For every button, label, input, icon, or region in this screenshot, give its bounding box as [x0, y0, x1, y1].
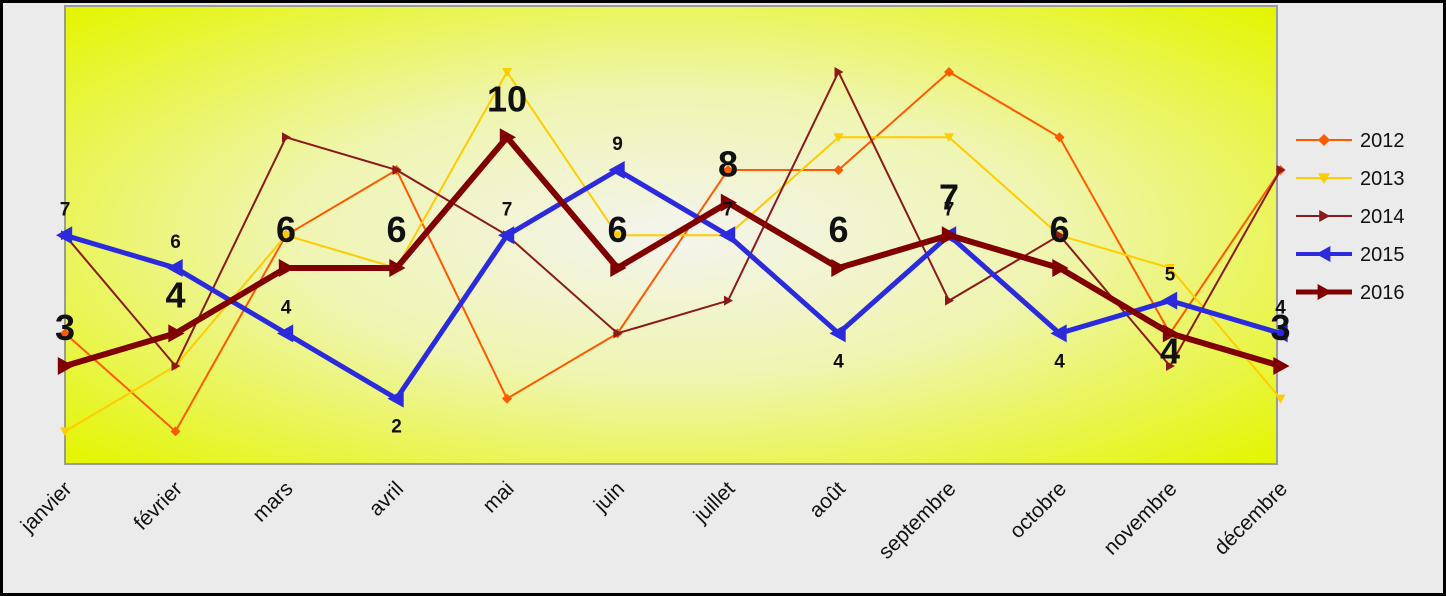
data-label-2015: 7	[944, 199, 955, 220]
data-point-2014	[392, 164, 402, 175]
data-point-2012	[1054, 132, 1065, 143]
data-point-2013	[1165, 263, 1175, 273]
data-label-2016: 10	[487, 78, 527, 119]
legend-item-2015: 2015	[1296, 244, 1405, 266]
data-point-2014	[724, 295, 733, 306]
data-point-2013	[944, 133, 954, 143]
legend-item-2016: 2016	[1296, 282, 1405, 304]
data-point-2016	[168, 324, 185, 343]
data-label-2016: 3	[1270, 307, 1290, 348]
data-point-2014	[613, 328, 623, 339]
data-point-2012	[723, 164, 733, 175]
data-point-2013	[612, 231, 623, 241]
data-label-2016: 7	[939, 176, 959, 217]
data-label-2015: 7	[60, 199, 71, 220]
series-line-2015	[64, 167, 1282, 403]
series-line-2012	[64, 70, 1282, 433]
data-point-2012	[502, 393, 512, 404]
data-point-2016	[1052, 258, 1069, 277]
data-point-2012	[60, 328, 70, 339]
data-point-2012	[833, 164, 844, 175]
data-point-2014	[834, 66, 844, 77]
data-point-2014	[1055, 230, 1065, 241]
data-label-2016: 4	[1160, 330, 1180, 371]
data-point-2015	[1271, 324, 1288, 343]
data-point-2015	[719, 226, 736, 245]
data-label-2015: 7	[723, 199, 734, 220]
legend-item-2014: 2014	[1296, 206, 1405, 228]
series-layer	[56, 66, 1290, 437]
data-label-2016: 6	[276, 209, 296, 250]
legend-label: 2012	[1360, 130, 1405, 152]
legend-label: 2016	[1360, 282, 1405, 304]
data-label-2016: 6	[828, 209, 848, 250]
data-label-2015: 4	[1054, 351, 1065, 372]
data-label-2016: 6	[1049, 209, 1069, 250]
data-point-2012	[170, 426, 181, 437]
data-point-2013	[1275, 394, 1286, 404]
data-label-2016: 6	[607, 209, 627, 250]
data-label-2015: 7	[502, 199, 513, 220]
data-label-2016: 3	[55, 307, 75, 348]
data-label-2015: 4	[281, 297, 292, 318]
data-point-2015	[608, 160, 625, 179]
legend-marker	[1317, 284, 1332, 300]
data-point-2014	[282, 132, 291, 143]
data-point-2015	[387, 389, 404, 408]
data-point-2013	[833, 133, 844, 143]
data-point-2016	[389, 258, 406, 277]
legend-marker	[1318, 134, 1330, 146]
data-point-2016	[610, 258, 627, 277]
series-line-2016	[64, 132, 1282, 369]
data-label-2015: 9	[612, 134, 623, 155]
data-point-2015	[166, 258, 183, 277]
data-point-2016	[499, 128, 516, 147]
data-point-2014	[945, 295, 954, 306]
legend-marker	[1318, 173, 1330, 184]
data-label-2015: 4	[1275, 297, 1286, 318]
data-point-2015	[1161, 291, 1178, 310]
data-point-2014	[1166, 360, 1175, 371]
legend-label: 2015	[1360, 244, 1405, 266]
data-label-2016: 4	[165, 274, 185, 315]
legend-item-2013: 2013	[1296, 168, 1405, 190]
legend-marker	[1316, 246, 1331, 262]
legend-label: 2014	[1360, 206, 1405, 228]
data-point-2016	[1162, 324, 1179, 343]
data-point-2013	[60, 427, 70, 437]
legend-item-2012: 2012	[1296, 130, 1405, 152]
data-point-2015	[1050, 324, 1067, 343]
legend-marker	[1319, 210, 1330, 222]
data-label-2016: 6	[386, 209, 406, 250]
data-point-2015	[829, 324, 846, 343]
data-point-2016	[831, 258, 848, 277]
data-point-2013	[502, 67, 512, 77]
data-label-2015: 2	[391, 417, 402, 438]
data-label-2016: 8	[718, 144, 738, 185]
data-point-2013	[281, 231, 291, 241]
data-point-2014	[1276, 164, 1286, 175]
data-point-2016	[278, 258, 295, 277]
data-label-2015: 4	[833, 351, 844, 372]
legend: 2012 2013 2014 2015 2016	[1296, 130, 1405, 304]
series-2016	[57, 128, 1290, 375]
data-label-2015: 6	[170, 232, 181, 253]
data-point-2016	[1273, 356, 1290, 375]
data-point-2012	[944, 66, 954, 77]
data-point-2015	[56, 226, 73, 245]
data-point-2015	[498, 226, 515, 245]
data-point-2014	[171, 360, 181, 371]
data-label-2015: 5	[1165, 265, 1176, 286]
series-line-2014	[64, 69, 1282, 368]
series-2015	[56, 160, 1288, 408]
data-point-2016	[941, 226, 958, 245]
legend-label: 2013	[1360, 168, 1405, 190]
data-point-2016	[720, 193, 737, 212]
data-point-2016	[57, 356, 74, 375]
data-point-2015	[277, 324, 294, 343]
